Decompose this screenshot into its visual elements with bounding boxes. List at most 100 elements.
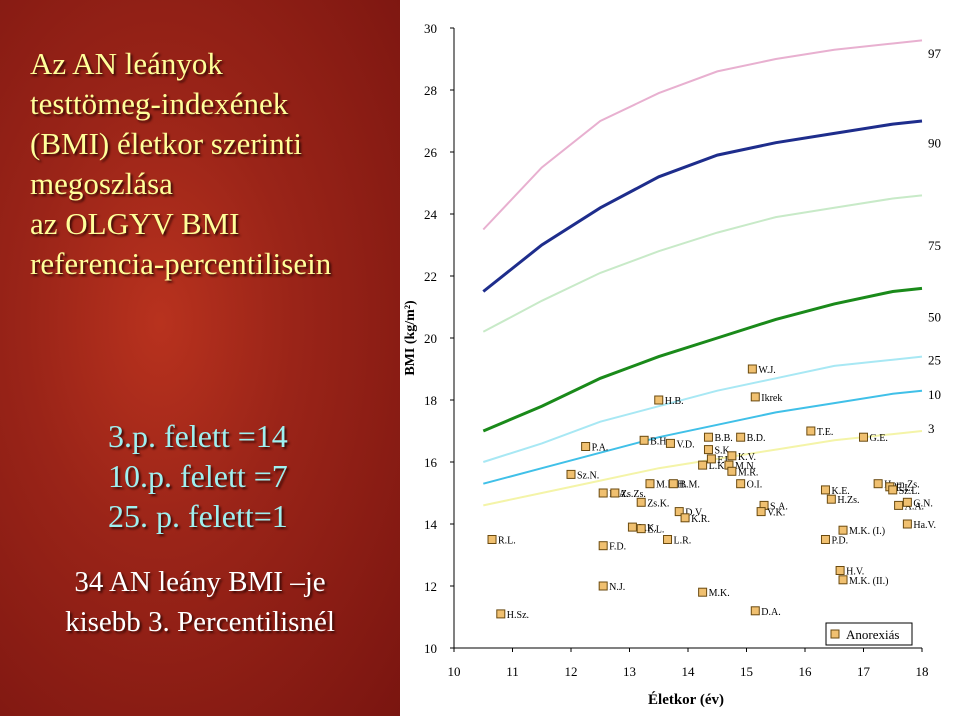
y-tick-label: 20 (424, 331, 437, 346)
data-point-label: W.J. (758, 365, 775, 376)
data-point-label: Zs.K. (647, 498, 669, 509)
data-point-label: M.K. (II.) (849, 576, 888, 587)
title-line: az OLGYV BMI (30, 206, 240, 241)
data-point-label: Sz.N. (577, 470, 599, 481)
data-point (663, 535, 673, 544)
data-point-label: F.D. (609, 542, 626, 553)
data-point-label: P.A. (592, 443, 609, 454)
data-point-label: M.K. (709, 588, 730, 599)
data-point-label: B.M. (679, 480, 700, 491)
chart-canvas: 10 12 14 16 18 20 22 24 26 28 30 10 11 12 13 14 15 16 17 18… (400, 0, 960, 716)
slide-title: Az AN leányok testtömeg-indexének (BMI) … (30, 44, 390, 284)
data-point (859, 432, 868, 442)
percentile-label: 25 (928, 353, 941, 368)
data-point (698, 460, 708, 470)
data-point (902, 497, 912, 507)
data-point (750, 606, 760, 616)
axes: 10 12 14 16 18 20 22 24 26 28 30 10 11 12 13 14 15 16 17 18 (424, 21, 929, 679)
stats-line: 10.p. felett =7 (108, 458, 288, 494)
x-tick-label: 17 (857, 664, 871, 679)
data-point (873, 479, 883, 489)
data-point-label: N.J. (609, 582, 625, 593)
legend: Anorexiás (825, 622, 913, 646)
y-tick-label: 12 (424, 579, 437, 594)
legend-box (825, 622, 913, 646)
data-point (706, 454, 716, 464)
data-point-label: G.E. (870, 433, 888, 444)
data-point (894, 500, 904, 510)
title-line: megoszlása (30, 166, 173, 201)
data-point (654, 395, 664, 405)
data-point-label: F.L. (717, 455, 733, 466)
data-point (736, 479, 746, 489)
percentile-label: 10 (928, 387, 941, 402)
legend-label: Anorexiás (846, 627, 899, 642)
data-point (826, 494, 836, 504)
percentile-curves: 97 90 75 50 25 10 3 (482, 39, 942, 507)
data-point (756, 507, 766, 517)
data-point-label: E.L. (896, 483, 913, 494)
data-point (627, 522, 637, 532)
data-point (645, 479, 655, 489)
data-point-label: H.B. (665, 396, 684, 407)
data-point-label: A.A. (905, 501, 924, 512)
percentile-label: 75 (928, 238, 941, 253)
note-line: kisebb 3. Percentilisnél (65, 606, 335, 638)
data-point (806, 426, 816, 436)
data-point-label: L.R. (674, 536, 692, 547)
data-point-label: H.Sz. (507, 610, 529, 621)
data-point-label: L.K. (638, 523, 656, 534)
percentile-curve-10 (483, 389, 923, 485)
data-point (750, 392, 760, 402)
data-point-label: V.K. (767, 508, 785, 519)
data-point (639, 435, 649, 445)
x-tick-label: 10 (448, 664, 461, 679)
data-point-label: Zs.Zs. (621, 489, 646, 500)
data-point (703, 445, 713, 455)
title-panel: Az AN leányok testtömeg-indexének (BMI) … (0, 0, 400, 716)
data-point-label: T.E. (817, 427, 833, 438)
percentile-stats: 3.p. felett =14 10.p. felett =7 25. p. f… (108, 416, 288, 536)
data-point-label: S.A. (770, 501, 788, 512)
chart-background (400, 0, 960, 716)
data-point-label: P.D. (831, 536, 848, 547)
data-point (888, 485, 898, 495)
x-tick-label: 12 (565, 664, 578, 679)
data-point-label: B.D. (747, 433, 766, 444)
data-point (680, 513, 690, 523)
data-point (665, 438, 675, 448)
data-point-label: Ha.V. (913, 520, 936, 531)
title-line: Az AN leányok (30, 46, 223, 81)
data-point (610, 488, 620, 498)
data-point (598, 488, 608, 498)
data-point (736, 432, 746, 442)
data-point (727, 451, 737, 461)
data-point (636, 497, 646, 507)
x-tick-label: 14 (682, 664, 696, 679)
data-point-label: B.H. (650, 436, 669, 447)
percentile-curve-3 (483, 430, 923, 507)
y-tick-label: 28 (424, 83, 437, 98)
data-point (698, 587, 708, 597)
y-tick-label: 14 (424, 517, 438, 532)
x-tick-label: 18 (916, 664, 929, 679)
data-point (747, 364, 757, 374)
y-tick-label: 18 (424, 393, 437, 408)
percentile-curve-50 (482, 286, 923, 433)
data-point-label: D.A. (761, 607, 780, 618)
data-point-label: V.D. (676, 439, 694, 450)
data-point-label: Sz.L. (899, 486, 920, 497)
data-point (727, 466, 737, 476)
data-point (598, 541, 608, 551)
x-tick-label: 11 (506, 664, 519, 679)
y-tick-label: 26 (424, 145, 438, 160)
x-axis-label: Életkor (év) (648, 691, 724, 708)
data-point-label: M.K. (I.) (849, 526, 885, 537)
data-point (487, 535, 497, 544)
data-point-label: M.N. (735, 461, 756, 472)
stats-line: 25. p. felett=1 (108, 498, 288, 534)
title-line: (BMI) életkor szerinti (30, 126, 303, 161)
data-point (598, 581, 608, 591)
data-point-label: K.E. (831, 486, 849, 497)
data-point-label: L.K. (709, 461, 727, 472)
